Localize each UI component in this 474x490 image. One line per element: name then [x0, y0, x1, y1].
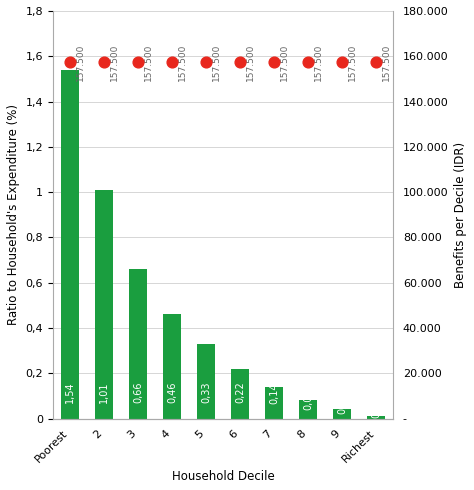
- Point: [134, 58, 142, 66]
- Text: 1,01: 1,01: [99, 381, 109, 403]
- Text: 157.500: 157.500: [144, 43, 153, 80]
- Text: 157.500: 157.500: [178, 43, 187, 80]
- Text: 0,14: 0,14: [269, 383, 279, 404]
- Point: [202, 58, 210, 66]
- Text: 0,33: 0,33: [201, 381, 211, 403]
- Bar: [61, 70, 79, 418]
- Text: 0,08: 0,08: [303, 389, 313, 411]
- Text: 157.500: 157.500: [76, 43, 85, 80]
- Text: 0,46: 0,46: [167, 381, 177, 403]
- Text: 0,01: 0,01: [371, 396, 381, 417]
- X-axis label: Household Decile: Household Decile: [172, 470, 274, 483]
- Bar: [94, 190, 113, 418]
- Bar: [264, 387, 283, 418]
- Bar: [333, 410, 351, 418]
- Text: 157.500: 157.500: [280, 43, 289, 80]
- Bar: [163, 315, 181, 418]
- Text: 157.500: 157.500: [314, 43, 323, 80]
- Point: [338, 58, 346, 66]
- Text: 157.500: 157.500: [212, 43, 221, 80]
- Text: 0,22: 0,22: [235, 381, 245, 403]
- Text: 157.500: 157.500: [348, 43, 357, 80]
- Text: 157.500: 157.500: [246, 43, 255, 80]
- Point: [372, 58, 380, 66]
- Bar: [128, 269, 147, 418]
- Point: [236, 58, 244, 66]
- Bar: [197, 344, 215, 418]
- Bar: [367, 416, 385, 418]
- Y-axis label: Ratio to Household's Expenditure (%): Ratio to Household's Expenditure (%): [7, 104, 20, 325]
- Point: [304, 58, 312, 66]
- Bar: [230, 368, 249, 418]
- Y-axis label: Benefits per Decile (IDR): Benefits per Decile (IDR): [454, 142, 467, 288]
- Point: [270, 58, 278, 66]
- Text: 157.500: 157.500: [110, 43, 119, 80]
- Text: 1,54: 1,54: [65, 381, 75, 403]
- Point: [168, 58, 176, 66]
- Point: [100, 58, 108, 66]
- Text: 0,66: 0,66: [133, 381, 143, 403]
- Text: 157.500: 157.500: [382, 43, 391, 80]
- Point: [66, 58, 73, 66]
- Bar: [299, 400, 317, 418]
- Text: 0,04: 0,04: [337, 393, 347, 415]
